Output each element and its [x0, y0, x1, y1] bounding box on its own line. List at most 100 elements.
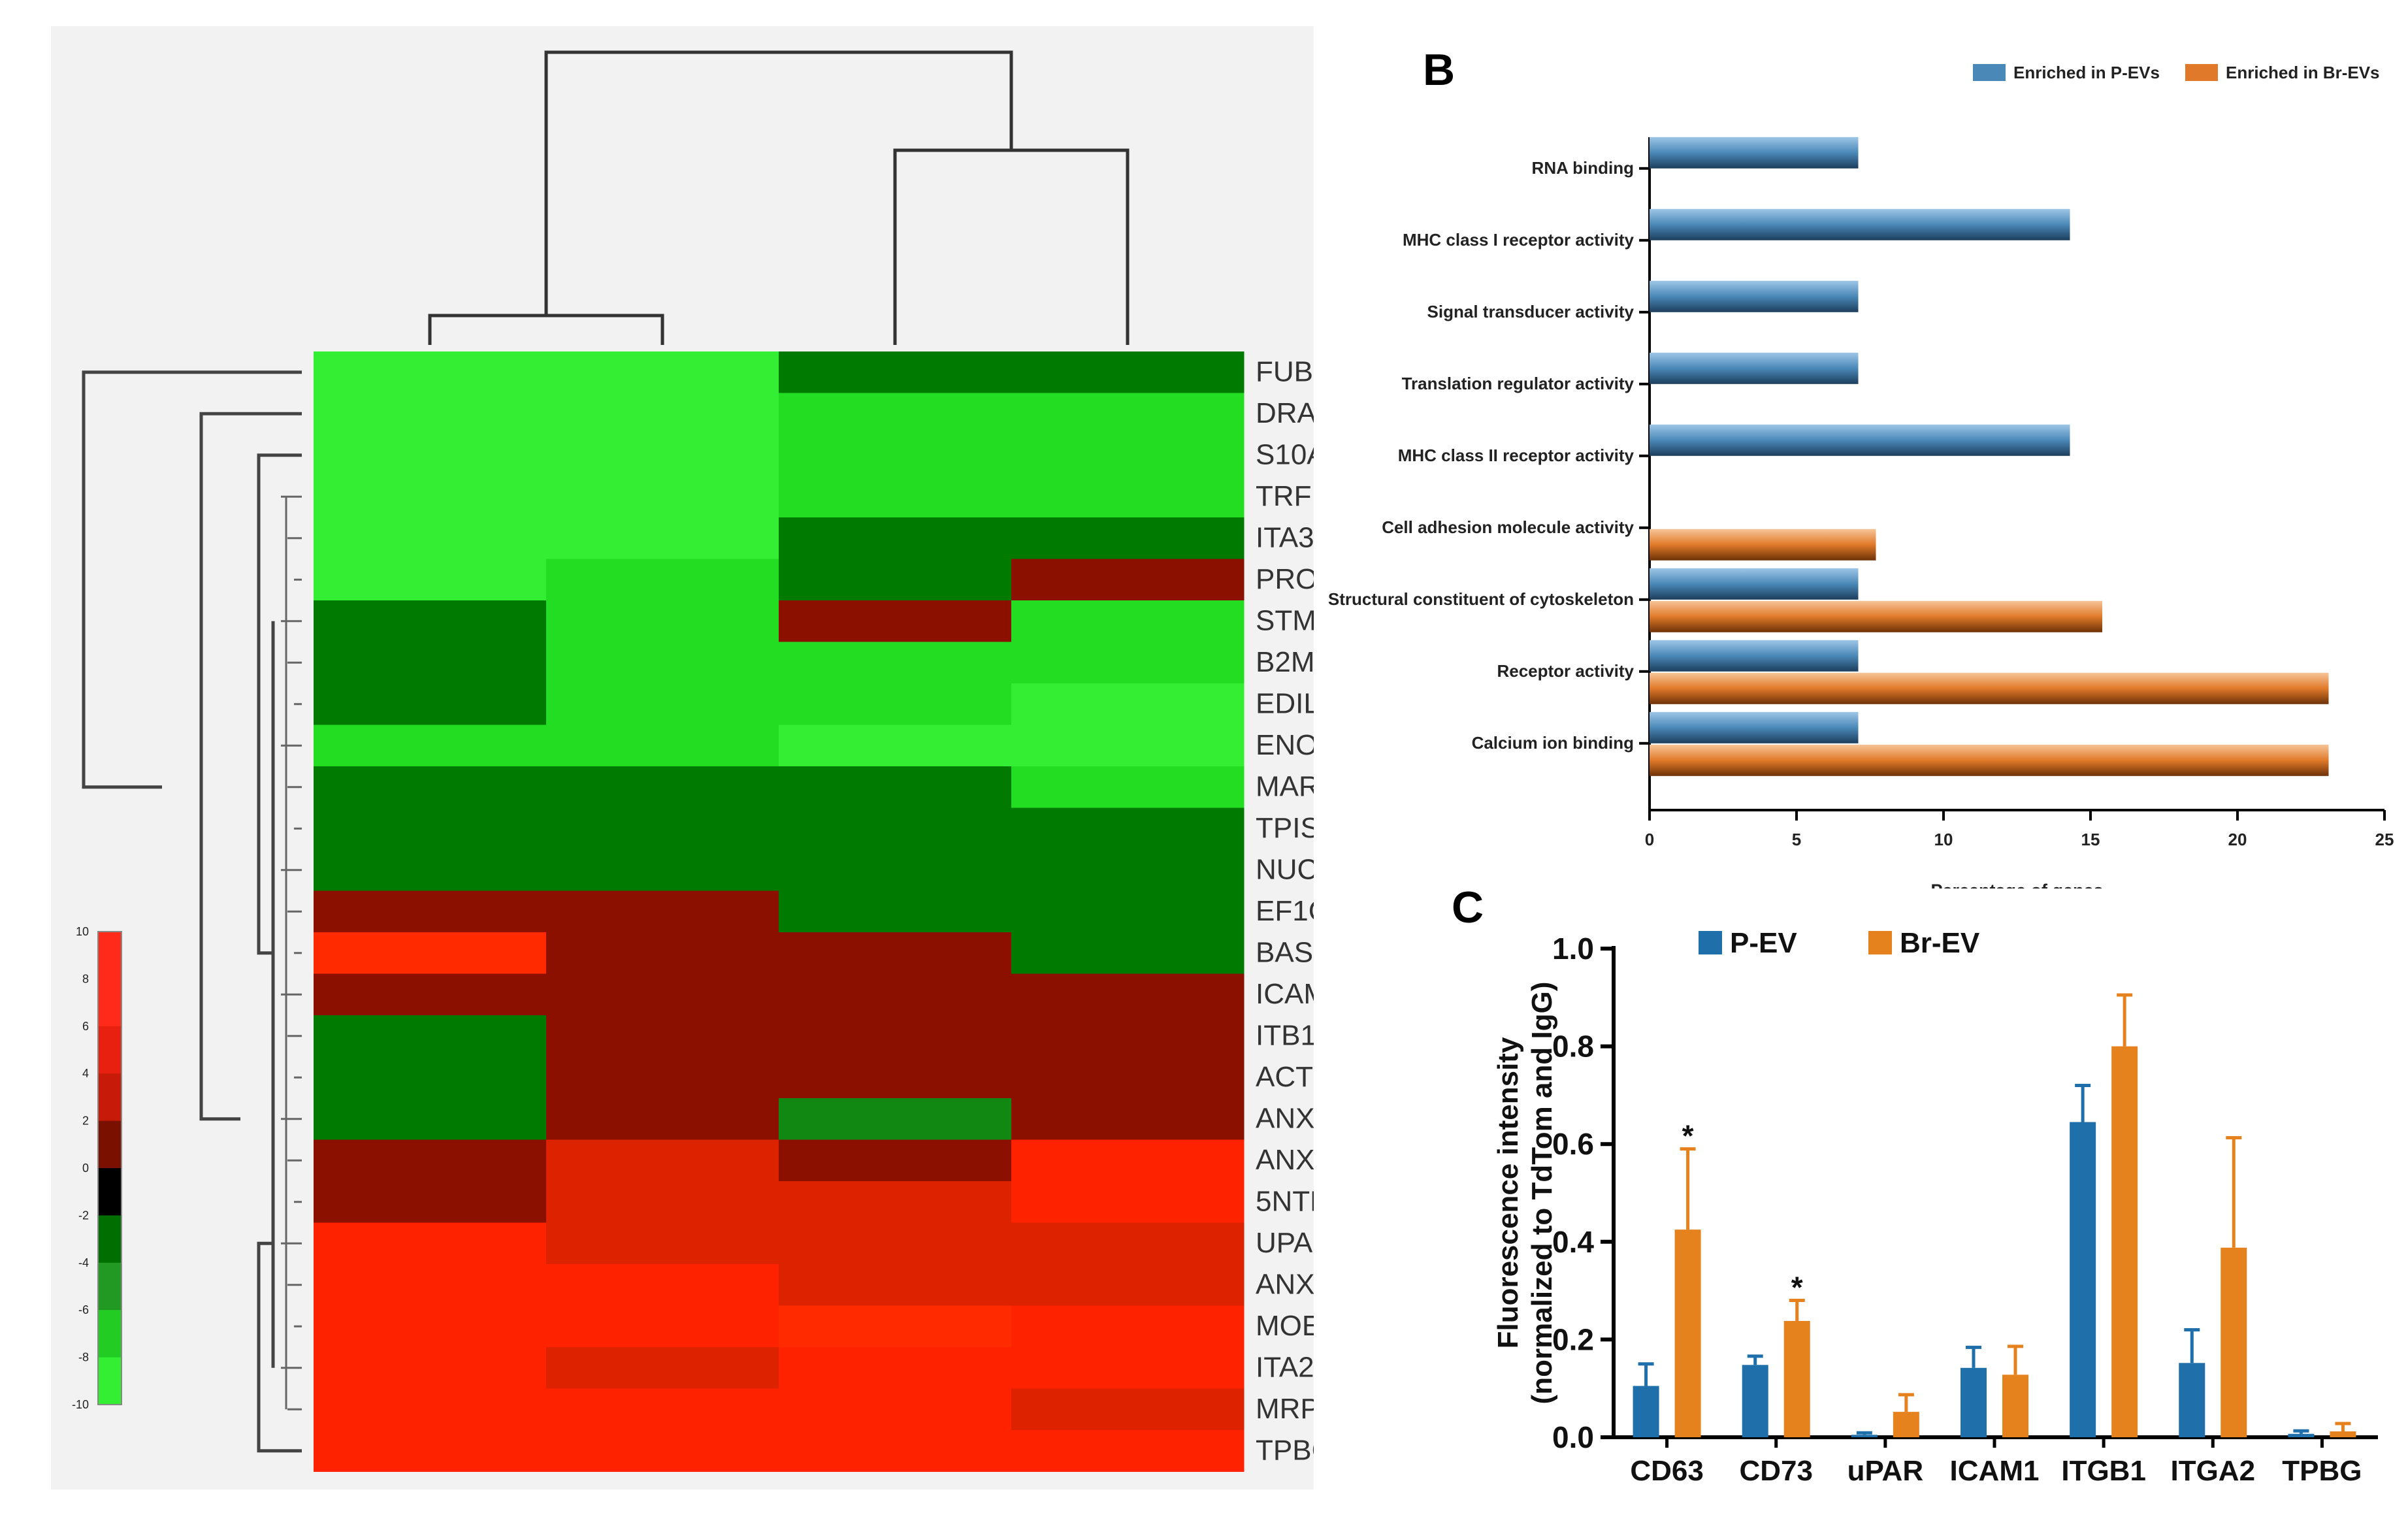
significance-marker: * [1682, 1119, 1694, 1153]
heatmap-chart: FUBP2 DRA S10A6 TRFM ITA3 PROF1 STMN1 B2MG EDIL3… [72, 50, 1359, 1515]
bar-br-evs [1650, 529, 1876, 561]
y-tick-label: 0.2 [1552, 1322, 1594, 1356]
row-label: TRFM [1256, 480, 1314, 512]
x-tick-label: 10 [1934, 830, 1953, 849]
heatmap-cell [1011, 725, 1245, 767]
heatmap-cell [314, 683, 547, 725]
heatmap-cell [779, 725, 1012, 767]
row-label: FUBP2 [1256, 356, 1314, 388]
heatmap-cell [546, 1098, 779, 1140]
heatmap-cell [1011, 642, 1245, 684]
row-label: DRA [1256, 397, 1314, 429]
heatmap-cell [546, 683, 779, 725]
heatmap-cell [546, 1388, 779, 1431]
heatmap-cell [1011, 600, 1245, 642]
row-label: EF1G [1256, 895, 1314, 927]
bar-p-evs [1650, 424, 2070, 456]
panel-b-label: B [1423, 45, 1456, 95]
colorbar-band [98, 1026, 122, 1075]
heatmap-cell [779, 393, 1012, 435]
heatmap-cell [779, 1015, 1012, 1057]
row-label: EDIL3 [1256, 688, 1314, 720]
row-label: ITA2 [1256, 1352, 1314, 1384]
category-label: CD73 [1739, 1455, 1813, 1487]
row-label: ANXA2 [1256, 1144, 1314, 1176]
category-label: MHC class II receptor activity [1398, 446, 1635, 465]
heatmap-cell [546, 351, 779, 393]
heatmap-cell [314, 1347, 547, 1389]
y-axis-title-line1: Fluorescence intensity [1492, 1037, 1524, 1348]
heatmap-cell [1011, 476, 1245, 518]
category-label: Signal transducer activity [1427, 302, 1635, 321]
colorbar-tick-label: -4 [78, 1256, 89, 1269]
heatmap-cell [779, 1347, 1012, 1389]
colorbar-band [98, 1168, 122, 1216]
bar-p-evs [1650, 352, 1859, 384]
legend-label-p-evs: Enriched in P-EVs [2013, 63, 2160, 82]
heatmap-cell [314, 559, 547, 601]
bar-br-ev [2002, 1375, 2028, 1437]
heatmap-cell [779, 973, 1012, 1016]
heatmap-cell [779, 766, 1012, 808]
row-label: STMN1 [1256, 605, 1314, 637]
row-label: MOES [1256, 1310, 1314, 1342]
bar-br-evs [1650, 744, 2329, 776]
heatmap-cell [546, 1222, 779, 1265]
colorbar-band [98, 979, 122, 1027]
heatmap-cell [779, 932, 1012, 974]
heatmap-cell [779, 517, 1012, 559]
y-tick-label: 0.0 [1552, 1420, 1594, 1454]
heatmap-cell [1011, 807, 1245, 850]
heatmap-cell [779, 1098, 1012, 1140]
panel-c-label: C [1452, 883, 1484, 932]
heatmap-cell [314, 1222, 547, 1265]
heatmap-cell [779, 1056, 1012, 1099]
bar-p-evs [1650, 568, 1859, 600]
bar-p-ev [1742, 1365, 1768, 1437]
heatmap-cell [1011, 849, 1245, 891]
legend-swatch-p-evs [1973, 64, 2006, 81]
bar-br-ev [1674, 1230, 1701, 1437]
heatmap-cell [779, 890, 1012, 933]
significance-marker: * [1791, 1271, 1803, 1305]
category-label: ICAM1 [1950, 1455, 2040, 1487]
heatmap-cell [1011, 890, 1245, 933]
heatmap-cell [314, 1430, 547, 1472]
heatmap-cell [546, 807, 779, 850]
heatmap-cell [314, 1264, 547, 1306]
heatmap-cell [779, 642, 1012, 684]
category-label: Structural constituent of cytoskeleton [1328, 589, 1634, 609]
heatmap-cell [314, 1305, 547, 1348]
bar-br-ev [1783, 1320, 1810, 1437]
heatmap-cell [1011, 683, 1245, 725]
heatmap-cell [1011, 1222, 1245, 1265]
row-label: ITA3 [1256, 522, 1314, 554]
category-label: ITGB1 [2061, 1455, 2146, 1487]
heatmap-cell [314, 642, 547, 684]
legend-label-br-ev: Br-EV [1900, 927, 1980, 959]
bar-p-ev [2179, 1363, 2205, 1437]
heatmap-cell [779, 1430, 1012, 1472]
heatmap-cell [1011, 559, 1245, 601]
row-label: MARCS [1256, 771, 1314, 803]
heatmap-cell [314, 1015, 547, 1057]
row-label: B2MG [1256, 646, 1314, 678]
heatmap-cell [779, 683, 1012, 725]
heatmap-cell [546, 1015, 779, 1057]
row-label: ANXA6 [1256, 1269, 1314, 1301]
row-label: ITB1 [1256, 1020, 1314, 1052]
row-label: MRP [1256, 1393, 1314, 1425]
y-tick-label: 0.8 [1552, 1030, 1594, 1064]
y-axis-title-line2: (normalized to TdTom and IgG) [1526, 982, 1558, 1405]
bar-p-evs [1650, 711, 1859, 743]
colorbar-tick-label: 0 [82, 1162, 89, 1175]
heatmap-cell [314, 1056, 547, 1099]
legend-label-p-ev: P-EV [1730, 927, 1797, 959]
y-tick-label: 0.6 [1552, 1127, 1594, 1161]
heatmap-cell [779, 849, 1012, 891]
heatmap-cell [1011, 393, 1245, 435]
row-label: BASP1 [1256, 937, 1314, 969]
heatmap-cell [314, 766, 547, 808]
row-dendrogram-branch [199, 412, 302, 1121]
fluorescence-chart: Fluorescence intensity (normalized to TdT… [1492, 927, 2378, 1487]
